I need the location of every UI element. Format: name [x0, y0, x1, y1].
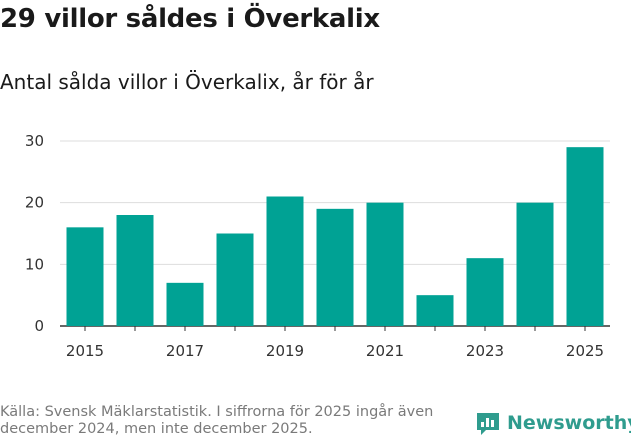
bar-2017[interactable]: [167, 283, 204, 326]
bar-2016[interactable]: [117, 215, 154, 326]
newsworthy-logo[interactable]: Newsworthy: [475, 410, 631, 436]
bar-2023[interactable]: [467, 258, 504, 326]
bar-chart-logo-icon: [475, 410, 501, 436]
bar-2018[interactable]: [217, 234, 254, 327]
bar-2021[interactable]: [367, 203, 404, 326]
source-note: Källa: Svensk Mäklarstatistik. I siffror…: [0, 404, 470, 438]
bar-2015[interactable]: [67, 227, 104, 326]
x-tick-label: 2025: [566, 342, 604, 360]
y-tick-label: 30: [25, 132, 44, 150]
y-tick-label: 0: [34, 317, 44, 335]
bar-chart: 0 10 20 30 2015 2017 2019 2021 2023 2025: [0, 0, 631, 400]
x-tick-label: 2019: [266, 342, 304, 360]
x-tick-label: 2017: [166, 342, 204, 360]
brand-name: Newsworthy: [507, 412, 631, 434]
bar-2025[interactable]: [567, 147, 604, 326]
x-tick-label: 2021: [366, 342, 404, 360]
bar-2022[interactable]: [417, 295, 454, 326]
bar-2019[interactable]: [267, 197, 304, 327]
x-tick-label: 2015: [66, 342, 104, 360]
y-tick-label: 20: [25, 194, 44, 212]
bar-2020[interactable]: [317, 209, 354, 326]
x-tick-label: 2023: [466, 342, 504, 360]
y-tick-label: 10: [25, 255, 44, 273]
bar-2024[interactable]: [517, 203, 554, 326]
